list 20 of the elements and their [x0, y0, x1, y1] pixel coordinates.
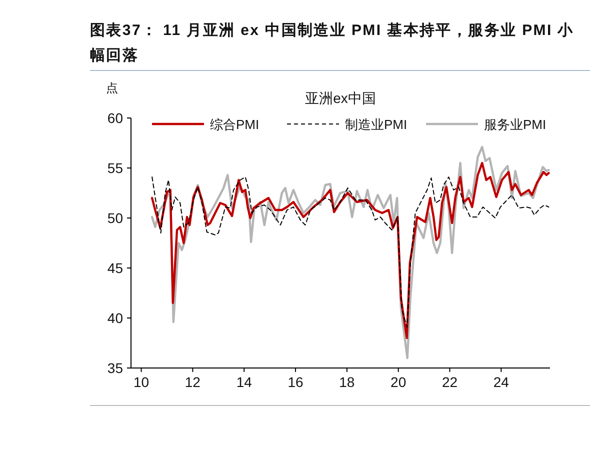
y-tick-label: 45 [107, 260, 124, 276]
x-tick-label: 14 [236, 374, 252, 390]
legend-label: 服务业PMI [484, 117, 546, 132]
y-tick-label: 60 [107, 110, 124, 126]
y-tick-label: 50 [107, 210, 124, 226]
x-tick-label: 18 [339, 374, 355, 390]
x-tick-label: 10 [133, 374, 150, 390]
x-tick-label: 22 [442, 374, 458, 390]
y-axis-title: 点 [106, 81, 118, 95]
legend-label: 制造业PMI [345, 117, 408, 132]
y-tick-label: 35 [107, 360, 124, 376]
chart-subtitle: 亚洲ex中国 [305, 90, 376, 106]
x-tick-label: 24 [493, 374, 510, 390]
x-tick-label: 20 [390, 374, 406, 390]
legend-label: 综合PMI [210, 117, 260, 132]
x-tick-label: 16 [288, 374, 304, 390]
y-tick-label: 55 [107, 160, 124, 176]
chart-title: 图表37： 11 月亚洲 ex 中国制造业 PMI 基本持平，服务业 PMI 小幅回落 [90, 18, 590, 71]
x-tick-label: 12 [184, 374, 201, 390]
y-tick-label: 40 [107, 310, 124, 326]
